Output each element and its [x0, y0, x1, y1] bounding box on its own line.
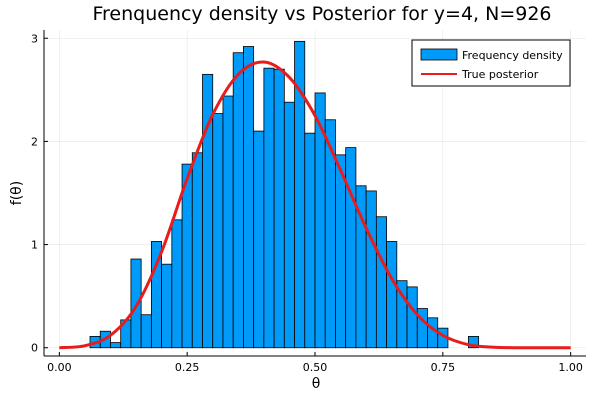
x-tick-label-4: 1.00 [558, 361, 583, 374]
legend-label-frequency: Frequency density [462, 49, 563, 62]
posterior-curve [59, 60, 571, 350]
legend-label-posterior: True posterior [461, 68, 539, 81]
y-tick-label-3: 3 [31, 32, 38, 45]
histogram-bar [263, 67, 275, 349]
histogram-bar [191, 152, 203, 349]
histogram-bar [161, 263, 173, 349]
legend-swatch-frequency [420, 48, 458, 61]
histogram-bar [140, 314, 152, 349]
histogram-bar [243, 46, 255, 349]
y-tick-label-0: 0 [31, 342, 38, 355]
y-tick-label-1: 1 [31, 239, 38, 252]
histogram-bar [365, 190, 377, 349]
histogram-bar [283, 101, 295, 349]
histogram-bar [375, 216, 387, 349]
histogram-bar [171, 219, 183, 349]
x-tick-label-2: 0.50 [303, 361, 328, 374]
histogram-bar [253, 130, 265, 349]
histogram-bar [335, 154, 347, 349]
histogram-bar [273, 68, 285, 349]
x-tick-label-1: 0.25 [175, 361, 200, 374]
x-tick-label-3: 0.75 [431, 361, 456, 374]
tick-labels: 0.00 0.25 0.50 0.75 1.00 0 1 2 3 [31, 32, 583, 374]
histogram-bars [89, 40, 480, 349]
histogram-bar [232, 52, 244, 349]
legend: Frequency density True posterior [411, 39, 571, 87]
y-axis-label: f(θ) [9, 181, 25, 205]
histogram-bar [222, 95, 234, 349]
y-tick-label-2: 2 [31, 135, 38, 148]
x-tick-label-0: 0.00 [47, 361, 72, 374]
histogram-bar [406, 286, 418, 349]
histogram-bar [467, 335, 480, 349]
histogram-bar [345, 147, 357, 349]
chart-title: Frenquency density vs Posterior for y=4,… [92, 3, 551, 25]
x-axis-label: θ [312, 376, 321, 392]
histogram-bar [304, 132, 316, 349]
posterior-line [59, 60, 571, 350]
histogram-bar [110, 342, 122, 349]
histogram-bar [130, 258, 142, 349]
histogram-bar [386, 241, 398, 349]
histogram-bar [212, 113, 224, 349]
legend-box [411, 39, 571, 87]
